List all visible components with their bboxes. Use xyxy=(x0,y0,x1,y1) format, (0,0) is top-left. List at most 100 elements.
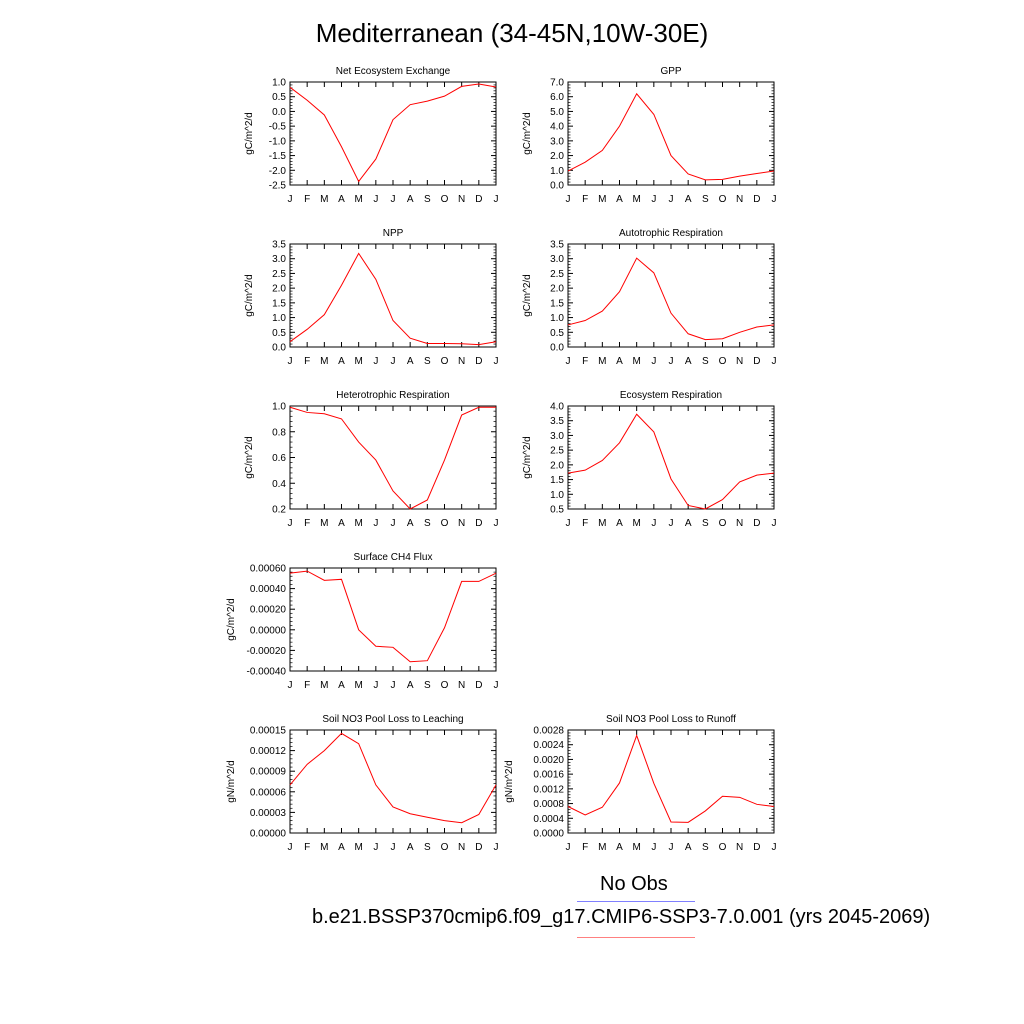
y-tick-label: 0.5 xyxy=(550,505,564,516)
x-tick-label: S xyxy=(702,194,709,205)
y-tick-label: -0.00040 xyxy=(247,667,287,678)
x-tick-label: M xyxy=(598,356,606,367)
x-tick-label: J xyxy=(772,518,777,529)
x-tick-label: N xyxy=(458,518,465,529)
panel-title: Ecosystem Respiration xyxy=(620,390,722,401)
x-tick-label: O xyxy=(719,194,727,205)
x-tick-label: A xyxy=(616,842,623,853)
x-tick-label: S xyxy=(424,356,431,367)
y-axis-label: gN/m^2/d xyxy=(226,760,237,803)
y-tick-label: 0.0012 xyxy=(533,784,564,795)
x-tick-label: J xyxy=(651,518,656,529)
y-tick-label: -1.0 xyxy=(269,136,287,147)
x-tick-label: J xyxy=(772,842,777,853)
x-tick-label: O xyxy=(719,356,727,367)
x-tick-label: F xyxy=(304,194,310,205)
x-tick-label: A xyxy=(407,680,414,691)
y-tick-label: 1.0 xyxy=(550,166,564,177)
x-tick-label: J xyxy=(494,518,499,529)
x-tick-label: F xyxy=(582,194,588,205)
y-tick-label: 0.0 xyxy=(272,107,286,118)
x-tick-label: M xyxy=(598,194,606,205)
y-tick-label: 0.00040 xyxy=(250,584,287,595)
x-tick-label: M xyxy=(320,842,328,853)
x-tick-label: S xyxy=(702,842,709,853)
panel-title: Surface CH4 Flux xyxy=(354,552,433,563)
x-tick-label: O xyxy=(441,356,449,367)
y-tick-label: 0.0024 xyxy=(533,740,564,751)
plot-frame xyxy=(289,81,497,186)
x-tick-label: J xyxy=(494,194,499,205)
x-tick-label: A xyxy=(338,680,345,691)
y-tick-label: -0.5 xyxy=(269,122,287,133)
x-tick-label: D xyxy=(753,356,760,367)
x-tick-label: M xyxy=(598,518,606,529)
x-tick-label: D xyxy=(753,518,760,529)
series-line xyxy=(567,413,775,510)
y-tick-label: 3.5 xyxy=(272,240,286,251)
x-tick-label: M xyxy=(320,518,328,529)
x-tick-label: N xyxy=(458,194,465,205)
legend-obs-label: No Obs xyxy=(600,873,668,895)
y-tick-label: 0.0 xyxy=(550,181,564,192)
page-title: Mediterranean (34-45N,10W-30E) xyxy=(315,18,709,48)
x-tick-label: J xyxy=(288,518,293,529)
x-tick-label: J xyxy=(288,356,293,367)
y-tick-label: 3.0 xyxy=(550,431,564,442)
plot-frame xyxy=(567,81,775,186)
y-tick-label: 0.00006 xyxy=(250,787,287,798)
series-line xyxy=(289,83,497,183)
y-tick-label: 6.0 xyxy=(550,92,564,103)
x-tick-label: D xyxy=(475,518,482,529)
x-tick-label: A xyxy=(338,194,345,205)
x-tick-label: M xyxy=(320,680,328,691)
y-tick-label: 0.0000 xyxy=(533,829,564,840)
panel-title: GPP xyxy=(660,66,681,77)
x-tick-label: J xyxy=(373,194,378,205)
y-tick-label: 1.0 xyxy=(550,490,564,501)
y-tick-label: 1.5 xyxy=(550,475,564,486)
x-tick-label: M xyxy=(632,194,640,205)
x-tick-label: J xyxy=(669,518,674,529)
x-tick-label: J xyxy=(494,356,499,367)
x-tick-label: O xyxy=(719,842,727,853)
legend-obs-line xyxy=(577,901,695,902)
y-tick-label: -1.5 xyxy=(269,151,287,162)
y-tick-label: 1.5 xyxy=(272,298,286,309)
y-axis-label: gN/m^2/d xyxy=(504,760,515,803)
panel-3: Autotrophic Respiration gC/m^2/d 3.5 3.0 2.5… xyxy=(522,228,777,367)
y-tick-label: 1.0 xyxy=(272,78,286,89)
y-tick-label: 0.00009 xyxy=(250,767,287,778)
x-tick-label: O xyxy=(441,518,449,529)
panel-4: Heterotrophic Respiration gC/m^2/d 1.0 0.8 0… xyxy=(244,390,499,529)
x-tick-label: A xyxy=(407,842,414,853)
plot-frame xyxy=(289,567,497,672)
x-tick-label: A xyxy=(685,842,692,853)
x-tick-label: J xyxy=(772,194,777,205)
y-tick-label: 0.4 xyxy=(272,479,286,490)
y-tick-label: 0.0 xyxy=(550,343,564,354)
plot-frame xyxy=(289,729,497,834)
y-tick-label: 0.0020 xyxy=(533,755,564,766)
y-tick-label: 0.5 xyxy=(272,328,286,339)
x-tick-label: J xyxy=(391,842,396,853)
y-tick-label: -2.0 xyxy=(269,166,287,177)
y-tick-label: 0.0004 xyxy=(533,814,564,825)
panel-title: Heterotrophic Respiration xyxy=(336,390,449,401)
y-tick-label: 1.0 xyxy=(550,313,564,324)
y-tick-label: 0.0016 xyxy=(533,770,564,781)
x-tick-label: S xyxy=(424,194,431,205)
panel-5: Ecosystem Respiration gC/m^2/d 4.0 3.5 3.0 2.… xyxy=(522,390,777,529)
y-tick-label: 0.5 xyxy=(272,92,286,103)
x-tick-label: O xyxy=(719,518,727,529)
x-tick-label: A xyxy=(338,356,345,367)
x-tick-label: F xyxy=(304,356,310,367)
x-tick-label: O xyxy=(441,842,449,853)
y-tick-label: 4.0 xyxy=(550,402,564,413)
x-tick-label: F xyxy=(582,356,588,367)
x-tick-label: N xyxy=(736,842,743,853)
panel-6: Surface CH4 Flux gC/m^2/d 0.00060 0.00040 0.… xyxy=(226,552,499,691)
